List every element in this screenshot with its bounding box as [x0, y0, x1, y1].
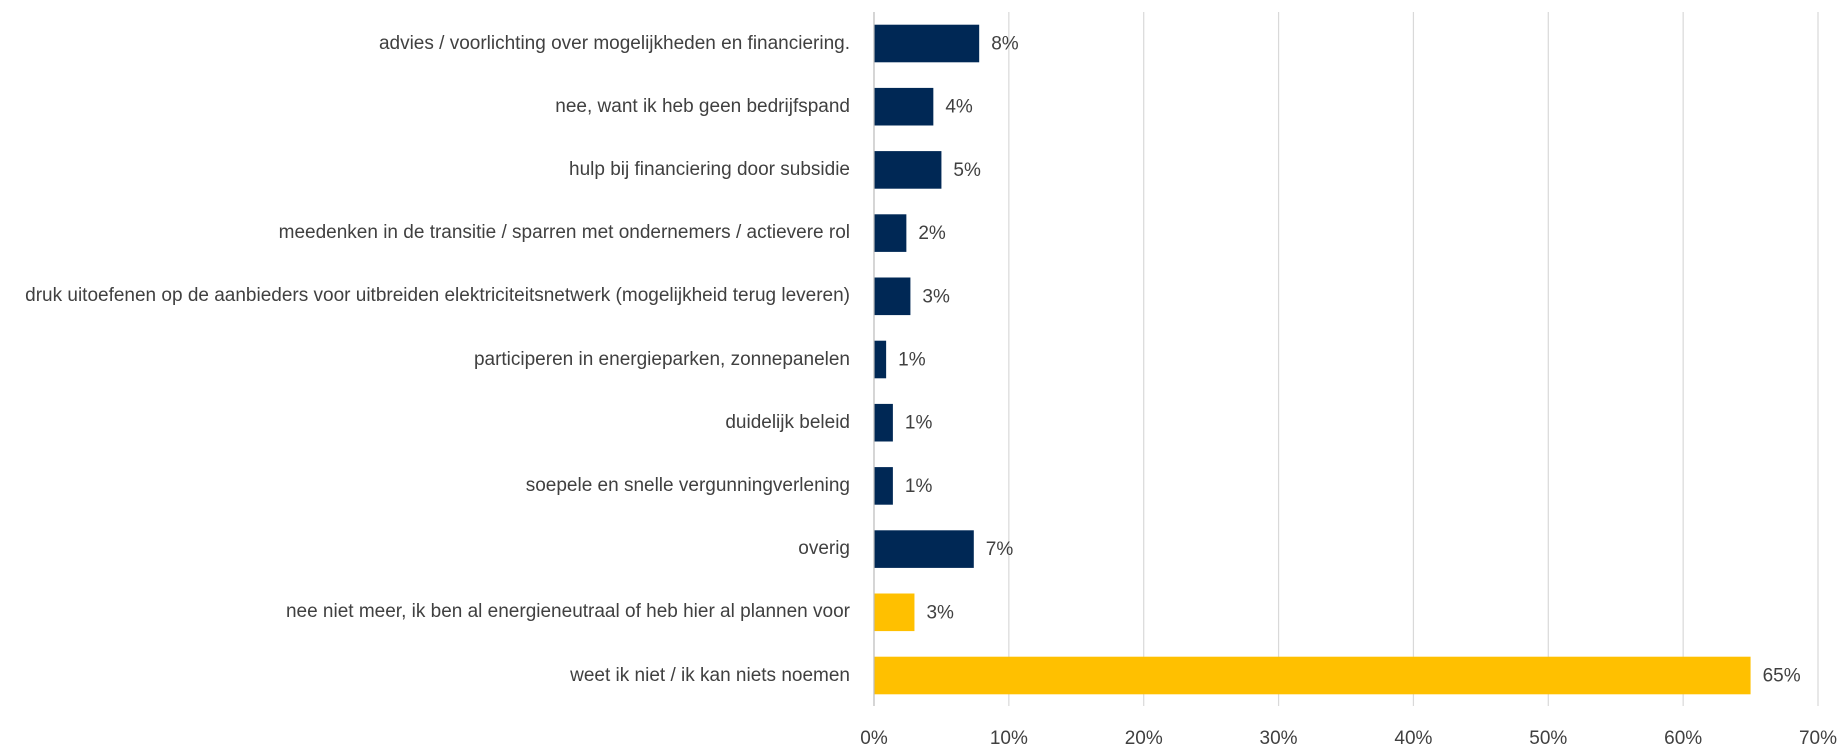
- x-tick-label: 10%: [990, 728, 1028, 748]
- bar: [874, 87, 934, 126]
- data-label: 7%: [986, 539, 1014, 560]
- data-label: 3%: [922, 286, 950, 307]
- x-tick-label: 40%: [1394, 728, 1432, 748]
- data-label: 3%: [926, 602, 954, 623]
- category-label: hulp bij financiering door subsidie: [569, 158, 850, 180]
- data-label: 1%: [898, 350, 926, 371]
- bar: [874, 151, 942, 189]
- data-label: 65%: [1763, 666, 1801, 687]
- x-tick-label: 0%: [860, 728, 888, 748]
- bar: [874, 593, 915, 632]
- data-label: 5%: [953, 160, 981, 181]
- data-label: 1%: [905, 413, 933, 434]
- category-label: participeren in energieparken, zonnepane…: [473, 348, 850, 370]
- bar: [874, 656, 1751, 695]
- x-tick-label: 50%: [1529, 728, 1567, 748]
- data-label: 1%: [905, 476, 933, 497]
- x-tick-label: 30%: [1260, 728, 1298, 748]
- data-label: 4%: [945, 97, 973, 118]
- category-label: weet ik niet / ik kan niets noemen: [570, 664, 850, 686]
- bar: [874, 467, 893, 505]
- bar: [874, 340, 887, 379]
- category-label: nee, want ik heb geen bedrijfspand: [555, 95, 850, 117]
- data-label: 2%: [918, 223, 946, 244]
- category-label: soepele en snelle vergunningverlening: [525, 474, 850, 496]
- bar: [874, 24, 980, 63]
- data-label: 8%: [991, 34, 1019, 55]
- category-label: advies / voorlichting over mogelijkheden…: [378, 32, 850, 54]
- x-tick-label: 70%: [1799, 728, 1837, 748]
- category-label: druk uitoefenen op de aanbieders voor ui…: [25, 285, 850, 307]
- bar: [874, 277, 911, 316]
- category-label: duidelijk beleid: [725, 411, 850, 433]
- bar: [874, 214, 907, 252]
- category-label: overig: [798, 538, 850, 560]
- category-label: nee niet meer, ik ben al energieneutraal…: [285, 601, 850, 623]
- bar: [874, 530, 974, 568]
- category-label: meedenken in de transitie / sparren met …: [278, 222, 850, 244]
- x-tick-label: 20%: [1125, 728, 1163, 748]
- bar: [874, 403, 893, 442]
- x-tick-label: 60%: [1664, 728, 1702, 748]
